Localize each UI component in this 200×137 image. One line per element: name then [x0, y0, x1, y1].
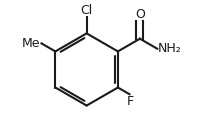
- Text: F: F: [127, 95, 134, 108]
- Text: Cl: Cl: [81, 4, 93, 17]
- Text: NH₂: NH₂: [158, 42, 182, 55]
- Text: O: O: [135, 8, 145, 21]
- Text: Me: Me: [22, 37, 40, 50]
